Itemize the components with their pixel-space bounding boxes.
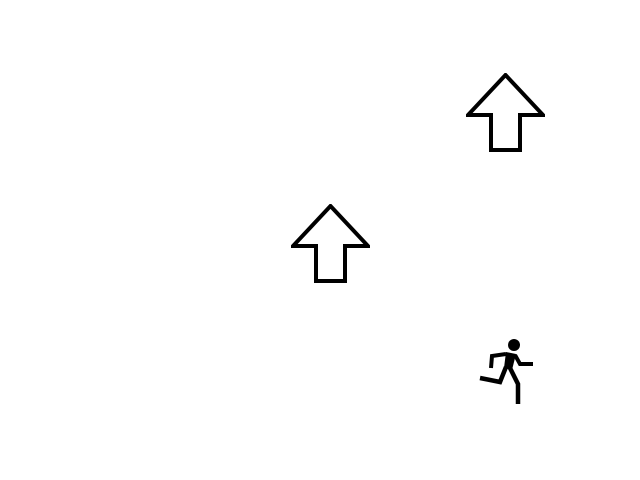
up-arrow-outline-icon — [291, 204, 370, 283]
up-arrow-outline-icon — [466, 73, 545, 152]
running-person-icon — [479, 339, 533, 404]
